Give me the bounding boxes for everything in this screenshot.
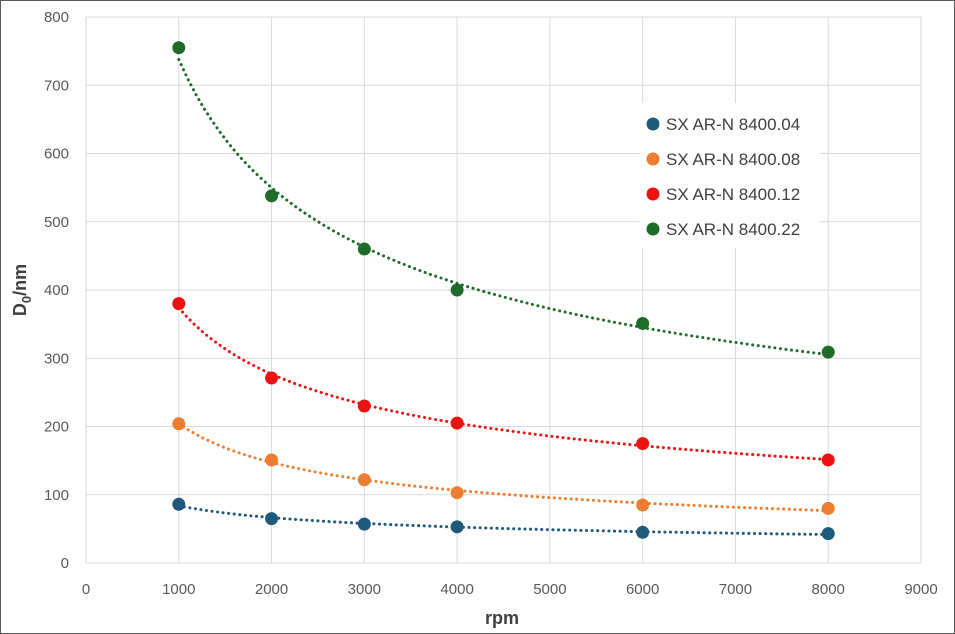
data-point <box>450 520 464 534</box>
legend-background <box>640 103 820 248</box>
y-tick-label: 100 <box>44 487 69 504</box>
data-point <box>357 242 371 256</box>
x-axis-ticks: 0 1000 2000 3000 4000 5000 6000 7000 8000 9000 <box>82 581 938 598</box>
legend-marker <box>646 152 660 166</box>
legend-marker <box>646 222 660 236</box>
x-tick-label: 0 <box>82 581 90 598</box>
legend-entry: SX AR-N 8400.04 <box>666 115 800 134</box>
data-point <box>821 527 835 541</box>
data-point <box>172 497 186 511</box>
y-tick-label: 800 <box>44 9 69 26</box>
trendline-series-2 <box>177 306 830 461</box>
trendlines <box>177 58 830 536</box>
x-tick-label: 6000 <box>626 581 659 598</box>
data-point <box>265 453 279 467</box>
y-axis-ticks: 0 100 200 300 400 500 600 700 800 <box>44 9 69 572</box>
data-point <box>450 486 464 500</box>
data-point <box>357 517 371 531</box>
x-tick-label: 9000 <box>904 581 937 598</box>
x-tick-label: 3000 <box>348 581 381 598</box>
x-tick-label: 2000 <box>255 581 288 598</box>
data-point <box>265 189 279 203</box>
data-point <box>821 345 835 359</box>
legend: SX AR-N 8400.04 SX AR-N 8400.08 SX AR-N 84… <box>640 103 820 248</box>
legend-marker <box>646 187 660 201</box>
trendline-series-3 <box>177 58 830 357</box>
x-tick-label: 7000 <box>719 581 752 598</box>
y-tick-label: 300 <box>44 350 69 367</box>
data-point <box>636 437 650 451</box>
data-point <box>821 453 835 467</box>
data-points <box>172 41 835 541</box>
trendline-series-1 <box>177 422 830 513</box>
x-tick-label: 4000 <box>440 581 473 598</box>
data-point <box>821 501 835 515</box>
data-point <box>450 416 464 430</box>
x-tick-label: 1000 <box>162 581 195 598</box>
x-tick-label: 5000 <box>533 581 566 598</box>
data-point <box>172 417 186 431</box>
legend-entry: SX AR-N 8400.12 <box>666 185 800 204</box>
x-axis-title: rpm <box>485 608 519 628</box>
data-point <box>265 371 279 385</box>
y-axis-title: D0/nm <box>10 264 34 316</box>
y-tick-label: 500 <box>44 214 69 231</box>
y-tick-label: 0 <box>61 555 69 572</box>
legend-marker <box>646 117 660 131</box>
gridlines <box>85 16 922 564</box>
y-tick-label: 400 <box>44 282 69 299</box>
data-point <box>636 316 650 330</box>
legend-entry: SX AR-N 8400.22 <box>666 220 800 239</box>
data-point <box>172 41 186 55</box>
legend-entry: SX AR-N 8400.08 <box>666 150 800 169</box>
data-point <box>172 297 186 311</box>
data-point <box>636 498 650 512</box>
data-point <box>450 283 464 297</box>
data-point <box>265 512 279 526</box>
y-tick-label: 200 <box>44 419 69 436</box>
x-tick-label: 8000 <box>812 581 845 598</box>
trendline-series-0 <box>177 504 830 536</box>
data-point <box>357 473 371 487</box>
y-tick-label: 700 <box>44 77 69 94</box>
data-point <box>636 525 650 539</box>
y-tick-label: 600 <box>44 146 69 163</box>
data-point <box>357 399 371 413</box>
